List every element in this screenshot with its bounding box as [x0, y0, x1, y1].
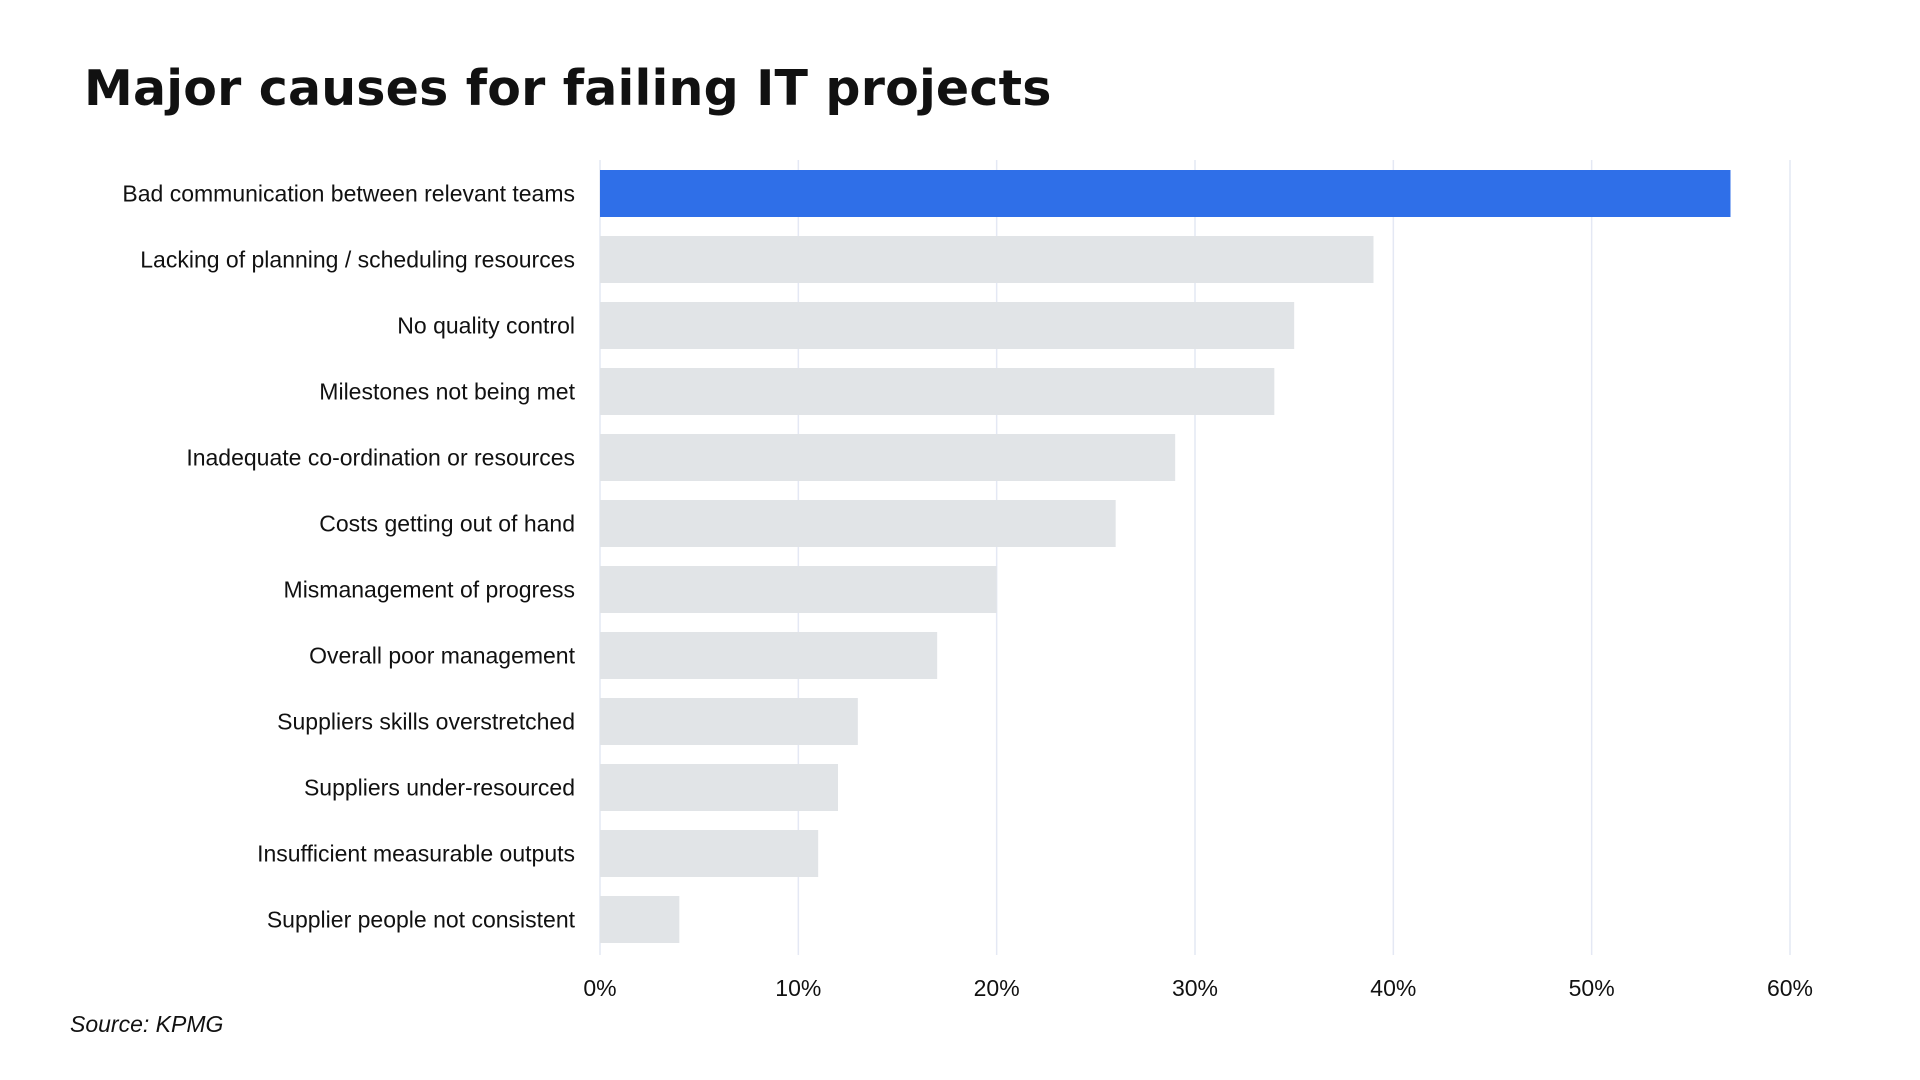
category-label-8: Suppliers skills overstretched	[277, 709, 575, 735]
bar-3	[600, 368, 1275, 415]
x-tick-label-0: 0%	[583, 975, 616, 1001]
category-label-11: Supplier people not consistent	[267, 907, 576, 933]
category-label-4: Inadequate co-ordination or resources	[186, 445, 575, 471]
bar-0	[600, 170, 1731, 217]
bar-8	[600, 698, 858, 745]
bar-2	[600, 302, 1295, 349]
category-label-1: Lacking of planning / scheduling resourc…	[140, 247, 575, 273]
x-tick-label-5: 50%	[1569, 975, 1615, 1001]
x-tick-label-2: 20%	[974, 975, 1020, 1001]
category-label-2: No quality control	[397, 313, 575, 339]
category-labels: Bad communication between relevant teams…	[122, 181, 575, 933]
source-note: Source: KPMG	[70, 1011, 224, 1037]
x-tick-labels: 0% 10% 20% 30% 40% 50% 60%	[583, 975, 1813, 1001]
x-tick-label-4: 40%	[1370, 975, 1416, 1001]
bar-4	[600, 434, 1176, 481]
x-tick-label-6: 60%	[1767, 975, 1813, 1001]
category-label-10: Insufficient measurable outputs	[257, 841, 575, 867]
gridlines	[599, 160, 1791, 955]
category-label-6: Mismanagement of progress	[284, 577, 575, 603]
bar-1	[600, 236, 1374, 283]
bar-7	[600, 632, 938, 679]
x-tick-label-3: 30%	[1172, 975, 1218, 1001]
category-label-9: Suppliers under-resourced	[304, 775, 575, 801]
category-label-7: Overall poor management	[309, 643, 576, 669]
bar-6	[600, 566, 997, 613]
bar-9	[600, 764, 838, 811]
bar-10	[600, 830, 819, 877]
category-label-0: Bad communication between relevant teams	[122, 181, 575, 207]
category-label-5: Costs getting out of hand	[319, 511, 575, 537]
bar-11	[600, 896, 680, 943]
bar-5	[600, 500, 1116, 547]
x-tick-label-1: 10%	[775, 975, 821, 1001]
bars	[600, 170, 1731, 943]
category-label-3: Milestones not being met	[319, 379, 575, 405]
chart-title: Major causes for failing IT projects	[84, 60, 1052, 117]
